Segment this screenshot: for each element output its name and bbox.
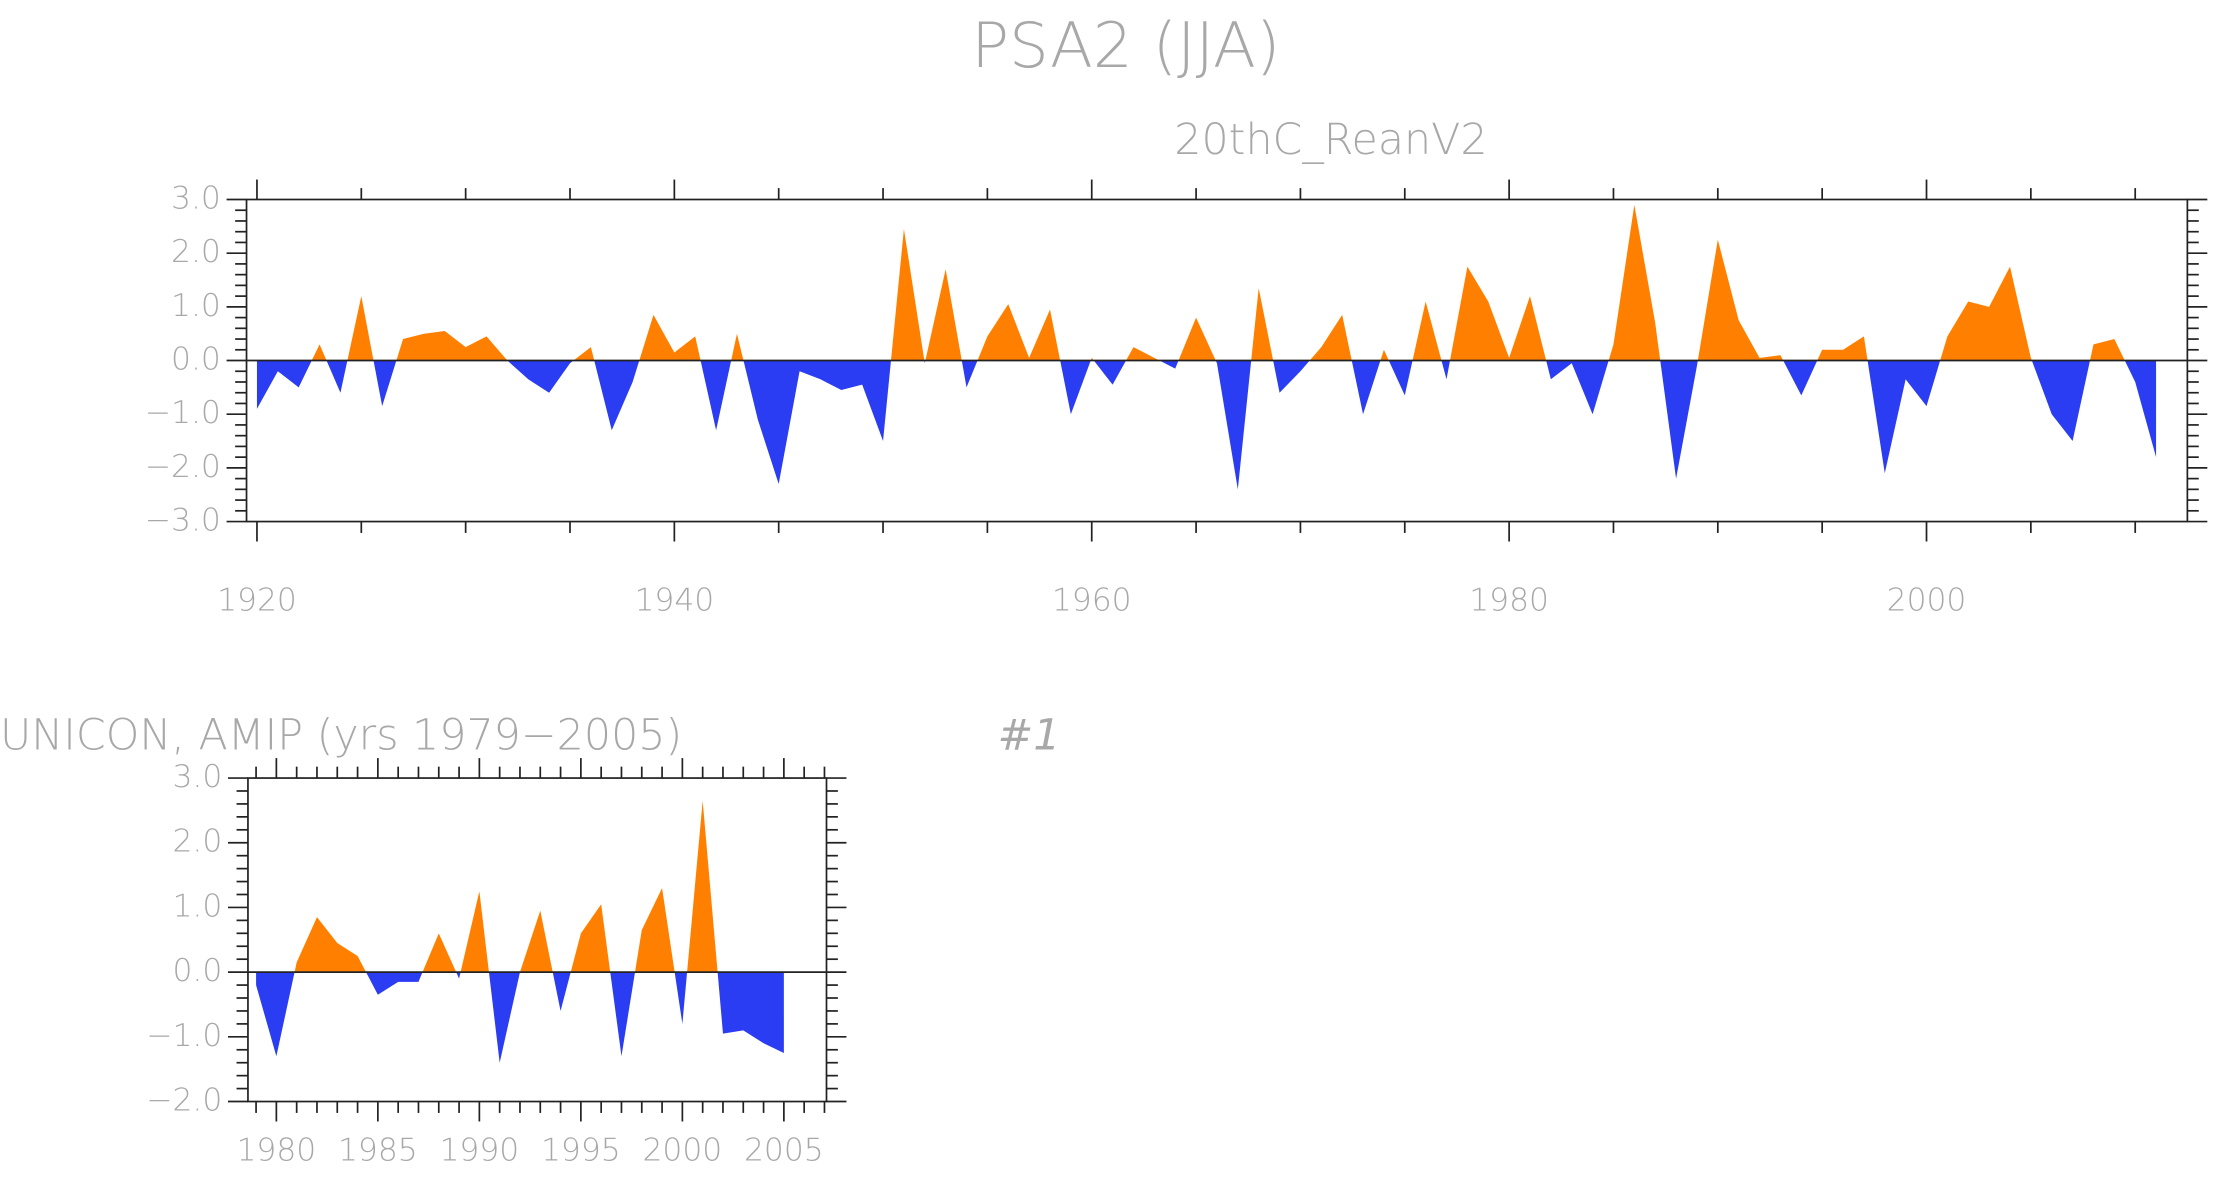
x-tick-label: 1985 xyxy=(338,1132,418,1168)
x-tick-label: 1940 xyxy=(634,582,714,618)
chart-title: PSA2 (JJA) xyxy=(971,9,1280,82)
x-tick-label: 1960 xyxy=(1052,582,1132,618)
area-negative xyxy=(256,360,2157,490)
y-tick-label: −2.0 xyxy=(145,449,221,485)
figure: PSA2 (JJA) 20thC_ReanV2 −3.0 −2.0 −1.0 0.0 1.0… xyxy=(0,9,2208,1168)
x-tick-label: 2000 xyxy=(643,1132,723,1168)
x-tick-label: 1980 xyxy=(237,1132,317,1168)
y-tick-label: 0.0 xyxy=(172,953,222,989)
y-tick-label: 2.0 xyxy=(172,824,222,860)
x-tick-label: 2000 xyxy=(1887,582,1967,618)
chart-subtitle: 20thC_ReanV2 xyxy=(1174,115,1487,165)
y-tick-label: −1.0 xyxy=(145,395,221,431)
y-tick-label: 1.0 xyxy=(172,888,222,924)
y-tick-label: −2.0 xyxy=(146,1083,222,1119)
y-tick-label: 2.0 xyxy=(171,234,221,270)
area-negative xyxy=(256,972,784,1063)
y-tick-label: −1.0 xyxy=(146,1018,222,1054)
y-tick-label: −3.0 xyxy=(145,503,221,539)
x-tick-label: 1920 xyxy=(217,582,297,618)
y-tick-label: 3.0 xyxy=(172,759,222,795)
annotation: #1 xyxy=(997,711,1060,761)
y-tick-label: 1.0 xyxy=(171,288,221,324)
plot-frame xyxy=(247,777,828,1103)
x-tick-label: 1980 xyxy=(1469,582,1549,618)
area-positive xyxy=(256,204,2157,361)
y-tick-label: 0.0 xyxy=(171,342,221,378)
x-tick-label: 1995 xyxy=(541,1132,621,1168)
x-tick-label: 1990 xyxy=(440,1132,520,1168)
x-tick-label: 2005 xyxy=(744,1132,824,1168)
y-tick-label: 3.0 xyxy=(171,180,221,216)
chart-title: UNICON, AMIP (yrs 1979−2005) xyxy=(0,711,682,761)
area-positive xyxy=(294,800,718,973)
